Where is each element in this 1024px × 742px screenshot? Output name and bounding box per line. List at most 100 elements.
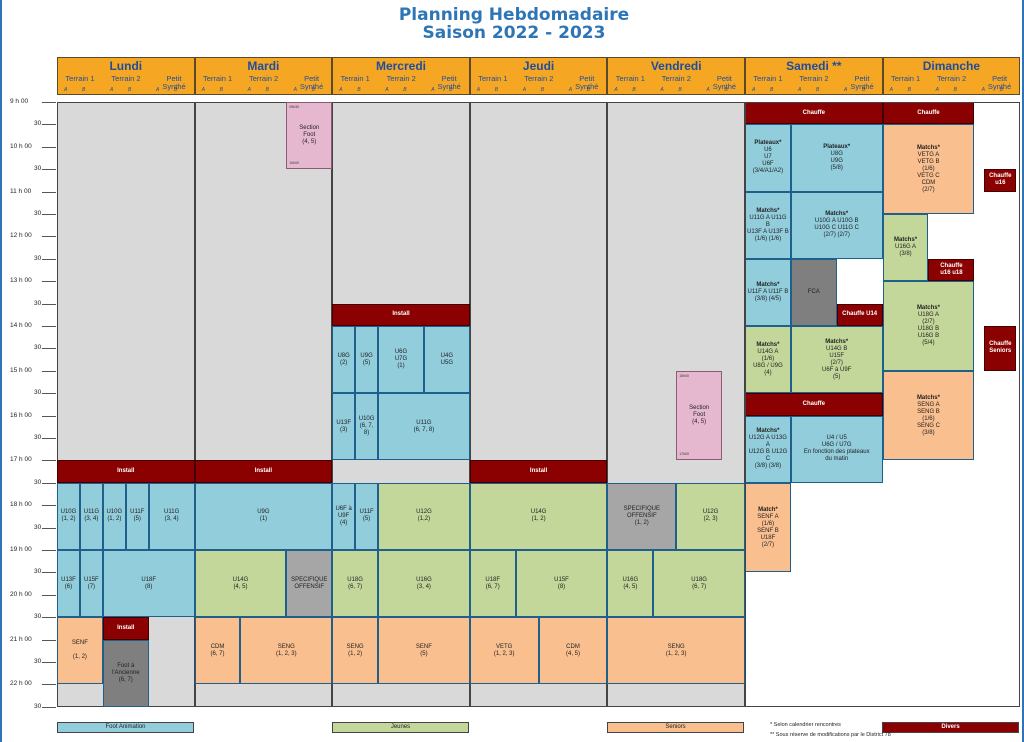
block-line: (6, 7, [359,423,374,430]
block-line: U14G A [757,349,779,356]
block-line: U18G [691,576,707,583]
hour-label: 30 [34,299,42,307]
hour-tick [42,214,56,215]
block-line: (3, 4) [164,516,179,523]
block-line: Matchs* [756,207,780,214]
block-line: Seniors [989,348,1012,355]
hour-label: 20 h 00 [10,590,32,598]
ab-label: B [265,87,269,93]
day-name: Mardi [247,59,280,73]
ab-label: B [219,87,223,93]
hour-tick [42,527,56,529]
schedule-block: U18F (6, 7) [469,550,516,618]
schedule-block: U4G U5G [423,326,470,394]
schedule-block: U11F (5) [355,482,379,550]
block-line: U18G A [917,311,939,318]
day-header: Jeudi Terrain 1 Terrain 2 Petit Synthé A B A B A… [469,57,608,95]
ab-label: B [862,87,866,93]
block-line: CDM [921,179,936,186]
block-line: Chauffe [989,341,1012,348]
footnote: ** Sous réserve de modifications par le … [770,732,891,738]
block-line: En fonction des plateaux [803,449,870,456]
block-line: Chauffe [917,109,940,116]
block-line: Matchs* [916,304,940,311]
schedule-block: Matchs* U16G A (3/8) [882,214,929,282]
ab-label: A [64,87,68,93]
ab-label: A [568,87,573,93]
block-line: Section [299,125,320,132]
day-name: Jeudi [522,59,555,73]
hour-label: 9 h 00 [10,98,29,105]
block-line: Install [254,468,273,475]
block-line: (2/7) [922,318,935,325]
block-line: U8G / U9G [753,363,783,370]
block-line: (1, 2) [634,519,649,526]
block-line: U15F [554,576,569,583]
ab-label: B [816,87,820,93]
schedule-block: U4 / U5 U6G / U7G En fonction des plateaux… [790,415,883,483]
ab-label: B [999,87,1003,93]
block-line: Matchs* [894,237,918,244]
block-line: Matchs* [825,211,849,218]
block-line: U11G [83,509,99,516]
day-name: Vendredi [650,59,702,73]
ab-label: A [293,87,297,93]
hour-label: 30 [34,120,42,128]
hour-label: 30 [34,523,42,531]
block-line: (3/8) (3/8) [754,463,782,470]
block-line: U10G A U10G B [814,218,859,225]
subcol-label: Petit Synthé [987,74,1012,91]
hour-label: 30 [34,658,42,665]
ab-label: B [357,87,361,93]
block-line: Chauffe [989,173,1012,180]
subcol-label: Petit Synthé [712,74,737,91]
schedule-block: U11G (3, 4) [148,482,195,550]
schedule-block: SENF (1, 2) [57,617,103,685]
block-line: (1) [259,516,268,523]
subcol-label: Terrain 1 [203,74,233,83]
block-line: U12G [416,509,432,516]
schedule-block: U9G (5) [355,326,379,394]
ab-label: B [724,87,728,93]
block-line: l'Ancienne [112,669,140,676]
block-line: CDM [210,643,225,650]
schedule-block: Matchs* U10G A U10G B U10G C U11G C (2/7) (… [790,191,883,259]
day-name: Dimanche [922,59,981,73]
day-name: Mercredi [375,59,426,73]
day-header: Mardi Terrain 1 Terrain 2 Petit Synthé A B A B A… [194,57,333,95]
block-line: Plateaux* [823,143,851,150]
block-line: U6 [764,147,772,154]
block-line: U18F [141,576,157,583]
block-line: U10G C U11G C [814,225,859,232]
schedule-block: Install [102,617,149,640]
subcol-label: Petit Synthé [299,74,324,91]
block-line: U13F A U13F B [747,228,789,235]
ab-label: B [494,87,499,93]
block-line: VETG [496,643,513,650]
block-line: (5) [133,516,141,523]
ab-label: A [844,87,848,93]
subcol-label: Terrain 1 [478,74,508,83]
ab-label: B [907,87,911,93]
schedule-block: VETG (1, 2, 3) [469,617,539,685]
ab-label: B [953,87,957,93]
subcol-label: Terrain 1 [891,74,921,83]
subcol-label: Terrain 1 [615,74,645,83]
day-name: Samedi ** [786,59,842,73]
schedule-block: U6F à U9F (4) [332,482,356,550]
block-line: U16G [622,576,639,583]
block-line: U9G [360,352,373,359]
block-line: (4, 5) [233,583,248,590]
block-line: (2, 3) [703,516,718,523]
hour-label: 30 [34,478,42,486]
block-line: Matchs* [916,144,940,151]
ab-label: B [678,87,682,93]
block-line: CDM [566,643,580,650]
block-line: (4) [764,370,772,377]
block-line: (8) [557,583,566,590]
block-line: FCA [807,288,820,295]
block-line: (2/7) [922,186,935,193]
schedule-block: U13F (6) [57,550,80,618]
hour-label: 16 h 00 [10,411,32,419]
block-line: Chauffe U14 [842,311,878,318]
